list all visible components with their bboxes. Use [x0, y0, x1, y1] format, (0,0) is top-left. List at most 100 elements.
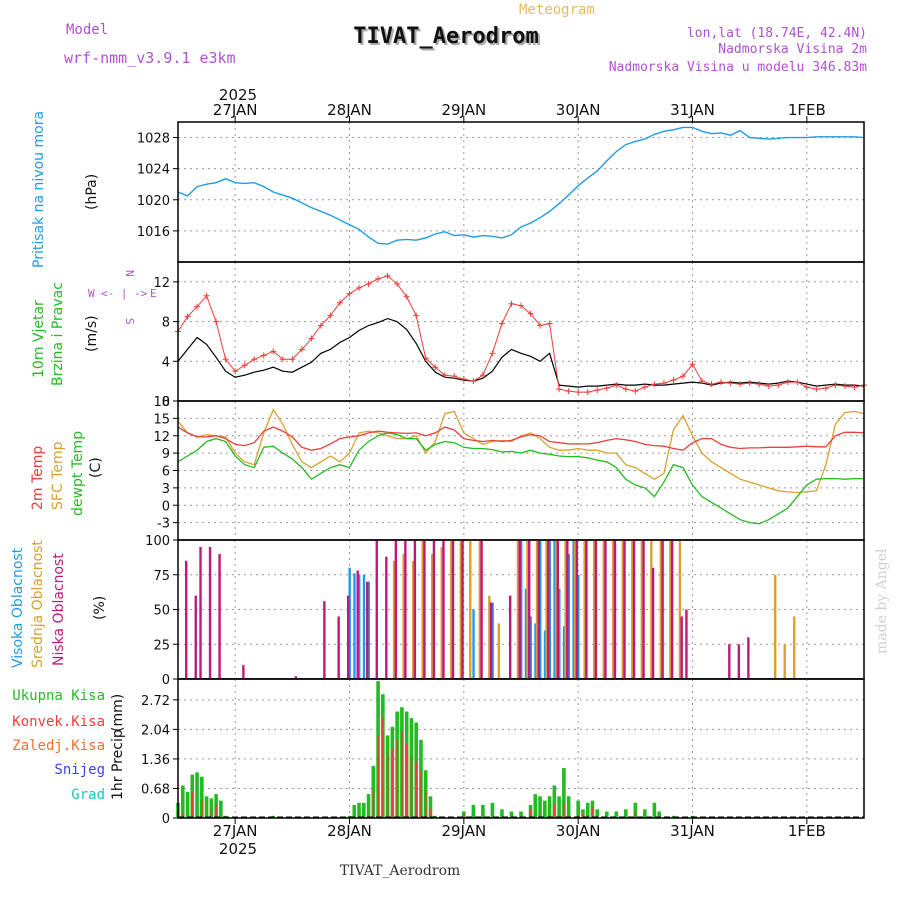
y-tick-label: 1024 [137, 163, 170, 178]
wind-gust-marker [689, 361, 696, 368]
precip-conv-bar [215, 804, 217, 818]
cloud-high-bar [524, 588, 528, 679]
cloud-low-bar [661, 540, 664, 679]
wind-sublabel: Brzina i Pravac [50, 282, 66, 386]
wind-gust-marker [327, 312, 334, 319]
cloud-mid-bar [440, 546, 443, 679]
y-tick-label: 0.68 [141, 782, 170, 797]
wind-gust-marker [336, 299, 343, 306]
pressure-unit: (hPa) [84, 174, 100, 210]
cloud-low-bar [489, 602, 493, 679]
cloud-low-bar [185, 560, 188, 679]
cloud-mid-bar [773, 574, 777, 679]
wind-gust-marker [546, 320, 553, 327]
wind-gust-marker [432, 364, 439, 371]
meteogram-label: Meteogram [519, 2, 595, 18]
precip-conv-bar [372, 791, 375, 818]
precip-total-bar [357, 802, 361, 818]
top-day-label: 31JAN [670, 101, 715, 119]
panel-precipitation: 0 0.68 1.36 2.04 2.72 [141, 678, 865, 827]
cloud-low-bar [594, 540, 598, 679]
cloud-mid-bar [526, 540, 529, 679]
cloud-high-label: Visoka Oblacnost [10, 547, 26, 668]
y-tick-label: 1028 [137, 132, 170, 147]
wind-gust-marker [565, 388, 572, 395]
precip-conv-bar [191, 791, 194, 818]
wind-gust-marker [365, 280, 372, 287]
cloud-low-bar [566, 540, 569, 679]
wind-gust-marker [832, 382, 839, 389]
cloud-unit: (%) [92, 596, 108, 620]
cloud-high-bar [520, 540, 523, 679]
precip-conv-bar [563, 802, 565, 818]
wind-gust-marker [527, 310, 534, 317]
wind-gust-marker [670, 377, 677, 384]
cloud-low-bar [680, 616, 683, 679]
y-tick-label: 12 [153, 430, 170, 445]
cloud-high-bar [534, 623, 537, 679]
cloud-low-bar [461, 540, 464, 679]
y-tick-label: 4 [162, 355, 170, 370]
wind-gust-marker [813, 386, 820, 393]
precip-conv-bar [391, 748, 394, 818]
y-tick-label: 1020 [137, 194, 170, 209]
compass-arrows: <- | -> [101, 287, 148, 300]
temp-sfc-label: SFC Temp [50, 441, 66, 510]
cloud-mid-bar [554, 540, 558, 679]
cloud-low-bar [394, 540, 398, 679]
precip-total-bar [481, 804, 485, 818]
credit: made by Angel [874, 548, 890, 654]
precip-total-bar [633, 802, 638, 818]
wind-gust-marker [537, 322, 544, 329]
cloud-high-bar [348, 567, 351, 679]
wind-gust-marker [451, 373, 458, 380]
y-tick-label: 9 [162, 447, 170, 462]
wind-gust-marker [289, 356, 296, 363]
cloud-low-bar [604, 540, 607, 679]
wind-gust-marker [841, 383, 848, 390]
cloud-high-bar [548, 540, 551, 679]
wind-gust-marker [441, 372, 448, 379]
wind-gust-marker [851, 384, 858, 391]
top-day-labels: 27JAN 28JAN 29JAN 30JAN 31JAN 1FEB [213, 101, 826, 119]
precip-conv-bar [553, 804, 556, 818]
temp-2m-label: 2m Temp [30, 446, 46, 510]
precip-conv-bar [377, 735, 379, 818]
wind-gust-marker [765, 383, 772, 390]
wind-gust-marker [556, 386, 563, 393]
wind-gust-marker [575, 389, 582, 396]
cloud-low-bar [747, 637, 750, 679]
precip-total-bar [643, 809, 647, 818]
wind-gust-marker [470, 378, 477, 385]
cloud-high-bar [358, 574, 361, 679]
pressure-line [177, 126, 865, 245]
cloud-mid-bar [602, 540, 605, 679]
cloud-high-bar [491, 602, 494, 679]
precip-conv-bar [424, 791, 427, 818]
cloud-high-bar [529, 616, 532, 679]
cloud-low-bar [356, 570, 359, 679]
bottom-day-label: 1FEB [788, 822, 826, 840]
wind-gust-marker [622, 386, 629, 393]
panels: 101610201024102804812-303691215180255075… [137, 116, 867, 827]
wind-gust-marker [317, 322, 324, 329]
precip-total-bar [509, 811, 514, 818]
pressure-label: Pritisak na nivou mora [31, 111, 47, 268]
cloud-high-bar [367, 581, 370, 679]
precip-total-bar [657, 811, 661, 818]
cloud-low-bar [685, 609, 688, 679]
wind-gust-marker [222, 356, 229, 363]
wind-gust-line [177, 275, 865, 393]
wind-label: 10m Vjetar [31, 300, 47, 378]
precip-conv-bar [529, 809, 532, 818]
y-tick-label: 8 [162, 316, 170, 331]
precip-conv-bar [210, 809, 213, 818]
dewpoint-label: dewpt Temp [70, 431, 86, 516]
bottom-day-label: 30JAN [556, 822, 601, 840]
cloud-low-bar [323, 601, 326, 679]
wind-gust-marker [584, 389, 591, 396]
wind-gust-marker [641, 384, 648, 391]
y-tick-label: 0 [162, 499, 170, 514]
cloud-low-bar [623, 540, 626, 679]
model-label: Model [66, 22, 108, 38]
